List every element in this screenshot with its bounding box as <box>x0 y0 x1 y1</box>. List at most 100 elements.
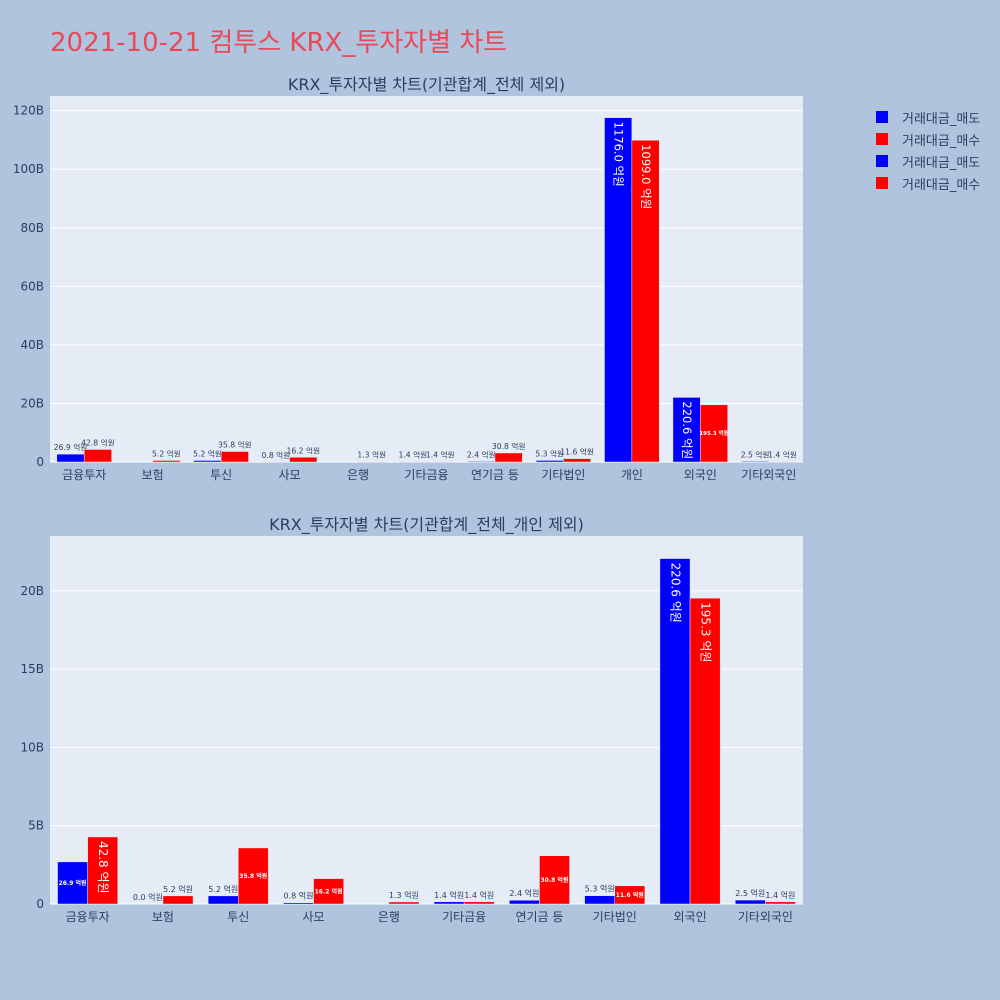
bar-value-label: 0.0 억원 <box>133 892 163 902</box>
legend: 거래대금_매도 거래대금_매수 거래대금_매도 거래대금_매수 <box>876 106 980 194</box>
bar-value-label: 42.8 억원 <box>96 841 110 894</box>
bar-value-label: 26.9 억원 <box>54 443 88 452</box>
bar-value-label: 2.5 억원 <box>741 450 770 459</box>
y-tick-label: 40B <box>20 338 44 352</box>
x-tick-label: 개인 <box>621 468 643 482</box>
bar-value-label: 0.8 억원 <box>262 451 291 460</box>
legend-item[interactable]: 거래대금_매도 <box>876 150 980 172</box>
bar <box>289 457 318 463</box>
x-tick-label: 기타외국인 <box>741 468 796 482</box>
bar-value-label: 26.9 억원 <box>59 879 87 887</box>
bar <box>207 895 239 905</box>
bar-value-label: 1.4 억원 <box>434 890 464 900</box>
y-tick-label: 80B <box>20 221 44 235</box>
x-tick-label: 금융투자 <box>66 910 110 924</box>
x-tick-label: 외국인 <box>684 468 717 482</box>
bar <box>494 452 523 463</box>
bar-value-label: 1.4 억원 <box>768 451 797 460</box>
bar <box>631 139 660 463</box>
legend-label: 거래대금_매수 <box>902 133 981 149</box>
bar <box>87 836 119 905</box>
bar-chart-top: 0 20B 40B 60B 80B 100B 120B KRX_투자자별 차트(기관합계_전체… <box>13 75 803 482</box>
legend-item[interactable]: 거래대금_매수 <box>876 172 980 194</box>
legend-swatch <box>876 111 888 123</box>
y-tick-label: 100B <box>13 162 44 176</box>
bar <box>388 901 420 905</box>
y-tick-label: 0 <box>36 897 44 911</box>
bar-value-label: 1.3 억원 <box>357 451 386 460</box>
x-tick-label: 사모 <box>279 468 301 482</box>
x-tick-label: 연기금 등 <box>471 468 519 482</box>
bar-value-label: 16.2 억원 <box>286 446 320 455</box>
bar <box>765 901 796 905</box>
bar <box>659 558 691 905</box>
bar-value-label: 2.4 억원 <box>509 888 539 898</box>
bar-value-label: 1.4 억원 <box>398 451 427 460</box>
x-tick-label: 기타법인 <box>593 910 637 924</box>
bar <box>57 861 88 905</box>
y-tick-label: 20B <box>20 396 44 410</box>
bar-value-label: 195.3 억원 <box>699 602 713 662</box>
legend-swatch <box>876 155 888 167</box>
bar-value-label: 35.8 억원 <box>218 441 252 450</box>
bar <box>467 461 496 463</box>
bar-value-label: 35.8 억원 <box>239 872 267 880</box>
bar-value-label: 1099.0 억원 <box>639 144 653 209</box>
bar <box>313 878 344 905</box>
legend-item[interactable]: 거래대금_매도 <box>876 106 980 128</box>
legend-label: 거래대금_매도 <box>902 111 981 127</box>
bar-value-label: 30.8 억원 <box>492 442 526 451</box>
bar <box>152 460 181 463</box>
bar <box>220 451 249 463</box>
legend-item[interactable]: 거래대금_매수 <box>876 128 980 150</box>
bar-value-label: 16.2 억원 <box>315 887 343 895</box>
x-tick-label: 보험 <box>142 468 164 482</box>
x-tick-label: 외국인 <box>673 910 706 924</box>
bar <box>604 117 633 463</box>
x-tick-label: 기타외국인 <box>738 910 793 924</box>
y-tick-label: 10B <box>20 740 44 754</box>
x-tick-label: 금융투자 <box>62 468 106 482</box>
y-tick-label: 120B <box>13 104 44 118</box>
bar-value-label: 11.6 억원 <box>616 891 644 899</box>
bar-value-label: 2.4 억원 <box>467 450 496 459</box>
bar-value-label: 30.8 억원 <box>541 876 569 884</box>
bar <box>238 847 269 905</box>
bar <box>433 901 465 905</box>
y-tick-label: 0 <box>36 455 44 469</box>
bar <box>614 885 646 905</box>
legend-label: 거래대금_매도 <box>902 155 981 171</box>
x-tick-label: 은행 <box>378 909 400 924</box>
bar <box>741 461 770 463</box>
bar-value-label: 220.6 억원 <box>668 563 682 623</box>
bar-value-label: 1176.0 억원 <box>612 122 626 187</box>
bar <box>689 597 721 905</box>
bar-value-label: 0.8 억원 <box>283 891 313 901</box>
y-tick-label: 20B <box>20 584 44 598</box>
bar <box>56 453 85 463</box>
bar-value-label: 1.4 억원 <box>426 451 455 460</box>
x-tick-label: 기타법인 <box>541 468 585 482</box>
bar <box>509 899 540 905</box>
chart-title: KRX_투자자별 차트(기관합계_전체 제외) <box>288 75 565 95</box>
chart-title: KRX_투자자별 차트(기관합계_전체_개인 제외) <box>269 515 584 535</box>
bar-value-label: 5.2 억원 <box>208 884 238 894</box>
y-tick-label: 5B <box>28 819 44 833</box>
y-tick-label: 60B <box>20 279 44 293</box>
legend-swatch <box>876 133 888 145</box>
bar-value-label: 5.3 억원 <box>535 449 564 458</box>
bar <box>563 458 592 463</box>
x-tick-label: 보험 <box>152 910 174 924</box>
bar-value-label: 42.8 억원 <box>81 438 115 447</box>
bar-value-label: 195.3 억원 <box>699 429 728 437</box>
bar-value-label: 11.6 억원 <box>560 448 594 457</box>
bar-value-label: 2.5 억원 <box>735 888 765 898</box>
x-tick-label: 투신 <box>227 910 249 924</box>
bar-value-label: 5.2 억원 <box>193 449 222 458</box>
bar <box>162 895 194 905</box>
bar-value-label: 5.2 억원 <box>163 884 193 894</box>
bar-value-label: 5.2 억원 <box>152 449 181 458</box>
bar-value-label: 1.4 억원 <box>464 890 494 900</box>
x-tick-label: 연기금 등 <box>515 910 563 924</box>
x-tick-label: 은행 <box>347 467 369 482</box>
